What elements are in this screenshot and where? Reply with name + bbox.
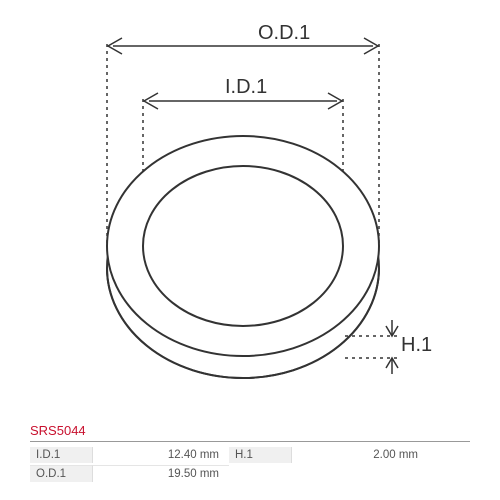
part-number: SRS5044 bbox=[30, 423, 470, 438]
technical-diagram: O.D.1 I.D.1 H.1 bbox=[0, 0, 500, 420]
outer-diameter-label: O.D.1 bbox=[258, 22, 310, 45]
spec-table: I.D.1 12.40 mm O.D.1 19.50 mm H.1 2.00 m… bbox=[30, 446, 470, 482]
ring-drawing bbox=[0, 0, 500, 420]
height-label: H.1 bbox=[401, 334, 432, 357]
spec-label: O.D.1 bbox=[30, 465, 93, 482]
spec-label: H.1 bbox=[229, 447, 292, 463]
spec-label: I.D.1 bbox=[30, 447, 93, 463]
table-row: O.D.1 19.50 mm bbox=[30, 464, 229, 482]
spec-footer: SRS5044 I.D.1 12.40 mm O.D.1 19.50 mm H.… bbox=[30, 423, 470, 482]
spec-value: 12.40 mm bbox=[93, 447, 229, 463]
divider bbox=[30, 441, 470, 442]
spec-value: 19.50 mm bbox=[93, 465, 229, 482]
spec-value: 2.00 mm bbox=[292, 447, 428, 463]
table-row: H.1 2.00 mm bbox=[229, 446, 428, 464]
inner-diameter-label: I.D.1 bbox=[225, 76, 267, 99]
table-row: I.D.1 12.40 mm bbox=[30, 446, 229, 464]
